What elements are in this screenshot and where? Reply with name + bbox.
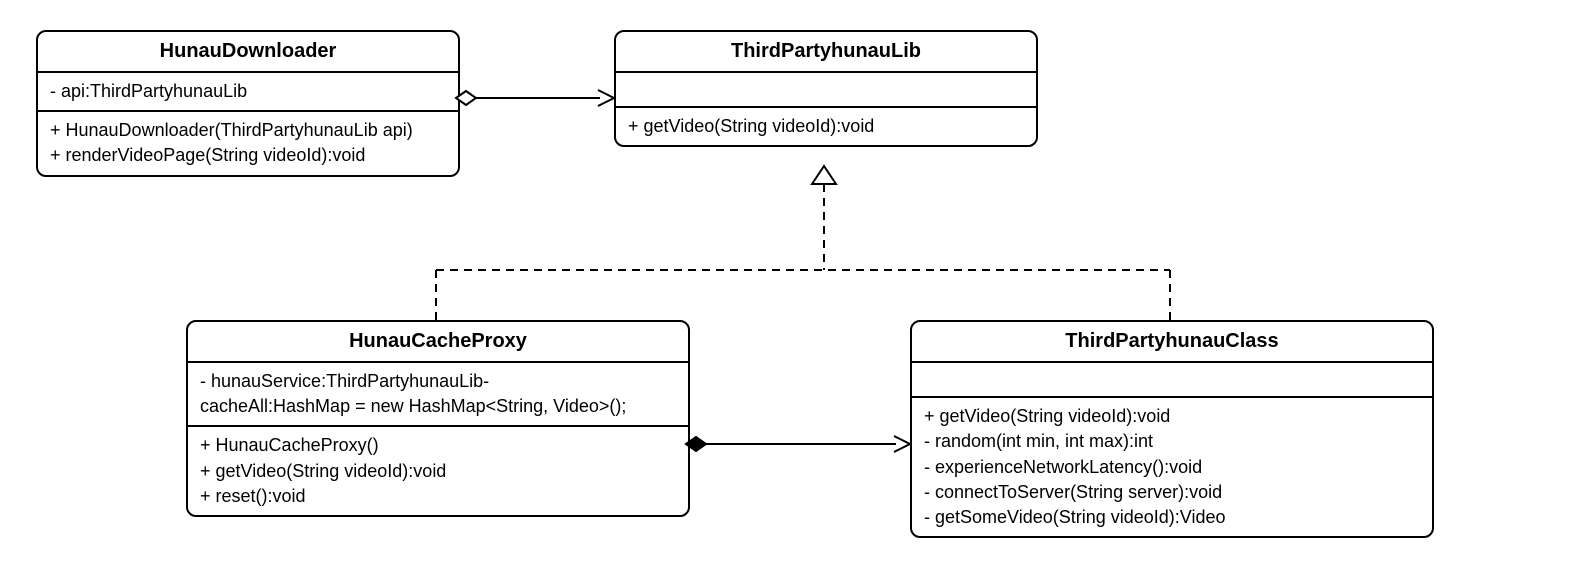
class-box-thirdpartyhunaulib: ThirdPartyhunauLib + getVideo(String vid… <box>614 30 1038 147</box>
class-box-thirdpartyhunauclass: ThirdPartyhunauClass + getVideo(String v… <box>910 320 1434 538</box>
class-box-hunaudownloader: HunauDownloader - api:ThirdPartyhunauLib… <box>36 30 460 177</box>
class-title: HunauDownloader <box>38 32 458 73</box>
class-title: HunauCacheProxy <box>188 322 688 363</box>
class-methods: + HunauDownloader(ThirdPartyhunauLib api… <box>38 112 458 174</box>
class-title: ThirdPartyhunauLib <box>616 32 1036 73</box>
class-attributes: - hunauService:ThirdPartyhunauLib-cacheA… <box>188 363 688 427</box>
class-box-hunaucacheproxy: HunauCacheProxy - hunauService:ThirdPart… <box>186 320 690 517</box>
class-methods: + getVideo(String videoId):void <box>616 108 1036 145</box>
class-attributes: - api:ThirdPartyhunauLib <box>38 73 458 112</box>
class-methods: + getVideo(String videoId):void- random(… <box>912 398 1432 536</box>
class-methods: + HunauCacheProxy()+ getVideo(String vid… <box>188 427 688 515</box>
class-attributes <box>616 73 1036 108</box>
class-title: ThirdPartyhunauClass <box>912 322 1432 363</box>
class-attributes <box>912 363 1432 398</box>
